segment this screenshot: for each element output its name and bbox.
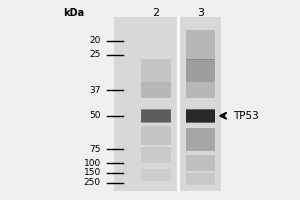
Bar [186,82,215,98]
Text: 25: 25 [90,50,101,59]
Bar [141,147,171,163]
Bar [186,30,215,60]
Text: 20: 20 [90,36,101,45]
Bar [186,155,215,171]
Bar [141,169,171,181]
Bar [186,128,215,151]
Bar [141,59,171,82]
Bar [186,173,215,185]
Text: 3: 3 [197,8,204,18]
Text: 250: 250 [84,178,101,187]
Bar [186,59,215,82]
Bar [141,110,171,122]
Text: 150: 150 [84,168,101,177]
Bar [141,126,171,145]
Bar [141,109,171,123]
Bar [186,109,215,123]
Bar [141,82,171,98]
FancyBboxPatch shape [114,17,221,191]
Text: 75: 75 [89,145,101,154]
Text: 50: 50 [89,111,101,120]
Bar [186,110,215,122]
Text: 37: 37 [89,86,101,95]
Text: 2: 2 [152,8,160,18]
Text: 100: 100 [84,159,101,168]
Text: TP53: TP53 [233,111,259,121]
Text: kDa: kDa [64,8,85,18]
